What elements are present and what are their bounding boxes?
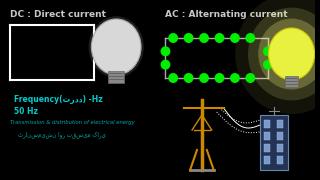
- Bar: [285, 76, 299, 87]
- Ellipse shape: [268, 28, 315, 80]
- Bar: [277, 144, 283, 152]
- Bar: [108, 71, 124, 83]
- Circle shape: [230, 73, 240, 83]
- Text: 50 Hz: 50 Hz: [14, 107, 38, 116]
- Bar: [264, 120, 270, 128]
- Circle shape: [245, 33, 255, 43]
- Ellipse shape: [235, 0, 320, 114]
- Text: AC : Alternating current: AC : Alternating current: [165, 10, 288, 19]
- Ellipse shape: [89, 16, 144, 78]
- Circle shape: [168, 73, 178, 83]
- Text: ٹرانسمیشن اور تقسیم کاری: ٹرانسمیشن اور تقسیم کاری: [18, 131, 106, 138]
- Bar: [277, 132, 283, 140]
- Text: DC : Direct current: DC : Direct current: [10, 10, 106, 19]
- Bar: [264, 132, 270, 140]
- Circle shape: [161, 46, 170, 56]
- Circle shape: [214, 33, 224, 43]
- Circle shape: [168, 33, 178, 43]
- Circle shape: [161, 60, 170, 70]
- Ellipse shape: [258, 19, 320, 89]
- Circle shape: [230, 33, 240, 43]
- Bar: [264, 144, 270, 152]
- Circle shape: [245, 73, 255, 83]
- Circle shape: [263, 60, 273, 70]
- Ellipse shape: [248, 8, 320, 100]
- Circle shape: [184, 33, 194, 43]
- Bar: [277, 120, 283, 128]
- Circle shape: [199, 73, 209, 83]
- Circle shape: [184, 73, 194, 83]
- Circle shape: [214, 73, 224, 83]
- Bar: [264, 156, 270, 164]
- Text: Frequency(تردد) -Hz: Frequency(تردد) -Hz: [14, 95, 102, 104]
- Ellipse shape: [92, 19, 141, 75]
- Circle shape: [199, 33, 209, 43]
- Bar: [260, 115, 288, 170]
- Text: Transmission & distribution of electrical energy: Transmission & distribution of electrica…: [10, 120, 135, 125]
- Circle shape: [263, 46, 273, 56]
- Bar: [277, 156, 283, 164]
